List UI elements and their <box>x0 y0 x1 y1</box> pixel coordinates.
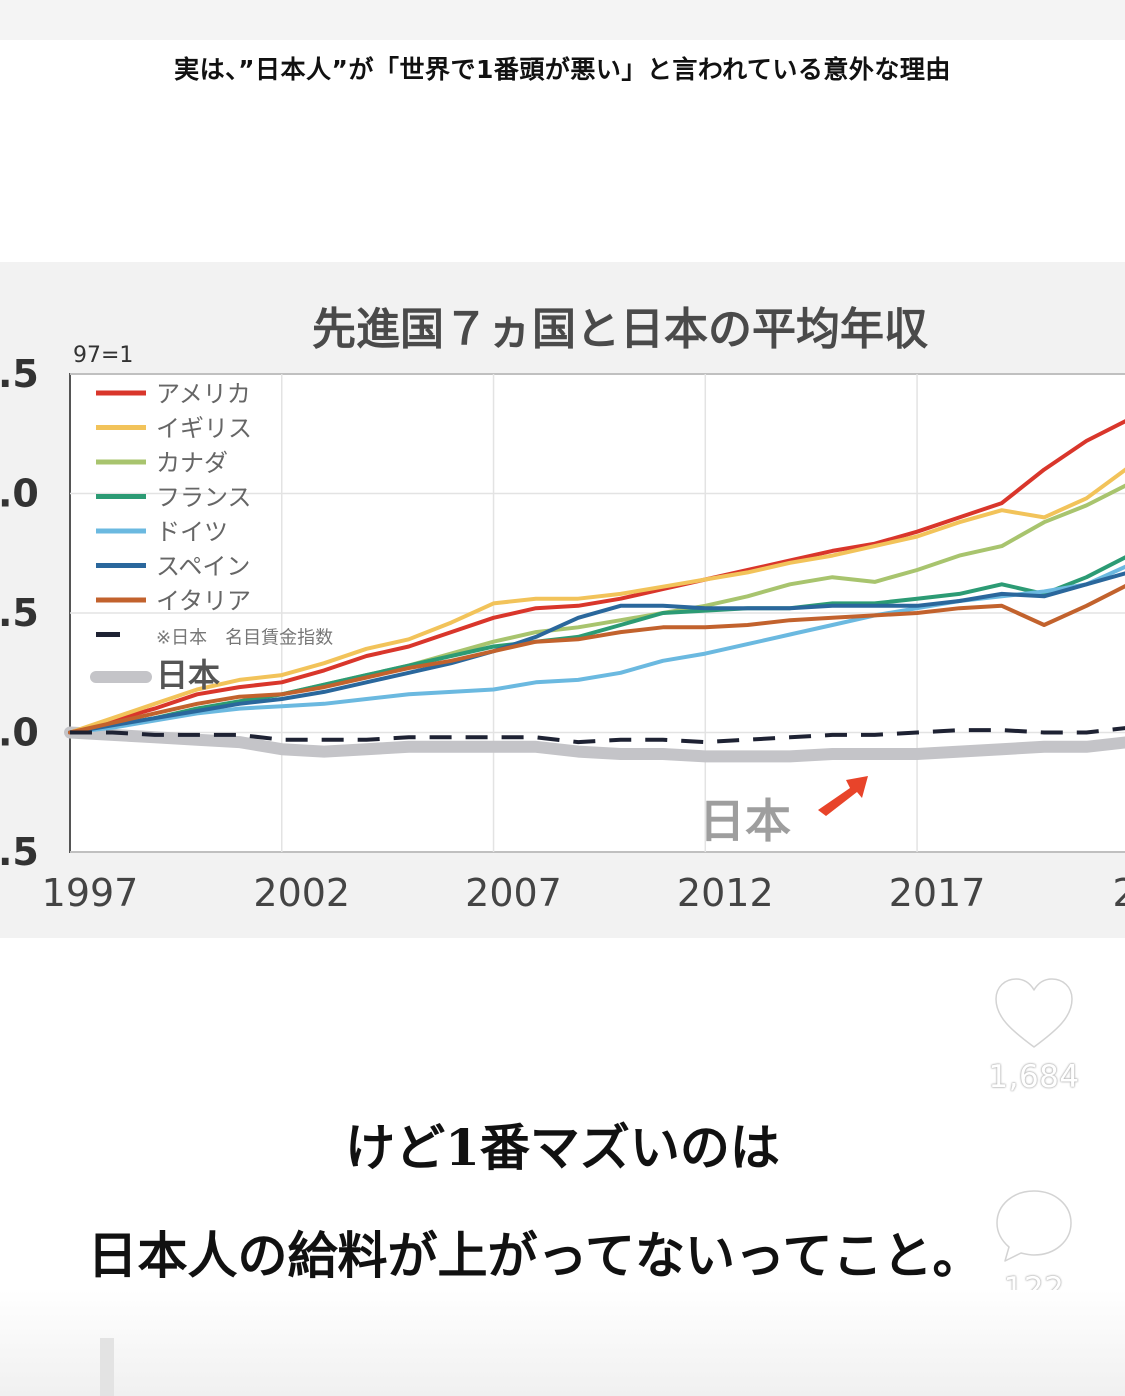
unit-note: 97=1 <box>73 343 133 368</box>
legend-label: イタリア <box>156 587 251 615</box>
legend-label: フランス <box>156 484 252 512</box>
gridlines <box>70 373 1125 853</box>
chart-panel: アメリカイギリスカナダフランスドイツスペインイタリア ※日本 名目賃金指数日本 1… <box>0 262 1125 938</box>
series-line <box>68 467 1125 735</box>
comment-button[interactable]: 122 <box>978 1185 1090 1307</box>
legend-label: 日本 <box>156 656 220 694</box>
legend-label: ドイツ <box>156 518 228 546</box>
top-bar <box>0 0 1125 40</box>
series-lines <box>64 419 1125 763</box>
y-tick-label: .0 <box>0 711 39 755</box>
series-line <box>64 726 1125 763</box>
legend-label: スペイン <box>156 553 250 581</box>
x-tick-label: 2007 <box>465 871 562 915</box>
legend-label: アメリカ <box>156 380 251 408</box>
x-tick-label: 1997 <box>42 871 139 915</box>
legend-label: ※日本 名目賃金指数 <box>156 628 333 649</box>
chart-title: 先進国７ヵ国と日本の平均年収 <box>312 304 928 355</box>
axis-ticks: 1997 2002 2007 2012 2017 202 .5 .0 .5 .0 .5 <box>0 352 1125 915</box>
x-tick-label: 2002 <box>253 871 350 915</box>
heart-icon <box>993 976 1075 1050</box>
y-tick-label: .5 <box>0 352 39 396</box>
y-tick-label: .5 <box>0 830 39 874</box>
y-tick-label: .5 <box>0 591 39 635</box>
bottom-edge-mark <box>100 1338 114 1396</box>
comment-bubble-icon <box>994 1188 1074 1264</box>
series-line <box>68 555 1125 735</box>
legend-label: イギリス <box>156 415 252 443</box>
x-tick-label: 2012 <box>677 871 774 915</box>
caption-line-2: 日本人の給料が上がってないってこと。 <box>87 1226 983 1285</box>
caption-line-1: けど1番マズいのは <box>345 1118 780 1177</box>
x-tick-label: 202 <box>1113 871 1125 915</box>
legend-label: カナダ <box>156 449 228 477</box>
video-title: 実は、”日本人”が「世界で1番頭が悪い」と言われている意外な理由 <box>174 55 951 84</box>
annotation-arrow-icon <box>818 776 868 816</box>
bottom-fade <box>0 1290 1125 1396</box>
series-line <box>68 571 1125 735</box>
series-line <box>68 419 1125 735</box>
series-line <box>70 726 1125 745</box>
chart-annotation: 日本 <box>699 794 791 848</box>
like-button[interactable]: 1,684 <box>978 975 1090 1095</box>
y-tick-label: .0 <box>0 472 39 516</box>
x-tick-label: 2017 <box>889 871 986 915</box>
series-line <box>68 583 1125 735</box>
like-count: 1,684 <box>988 1059 1080 1095</box>
